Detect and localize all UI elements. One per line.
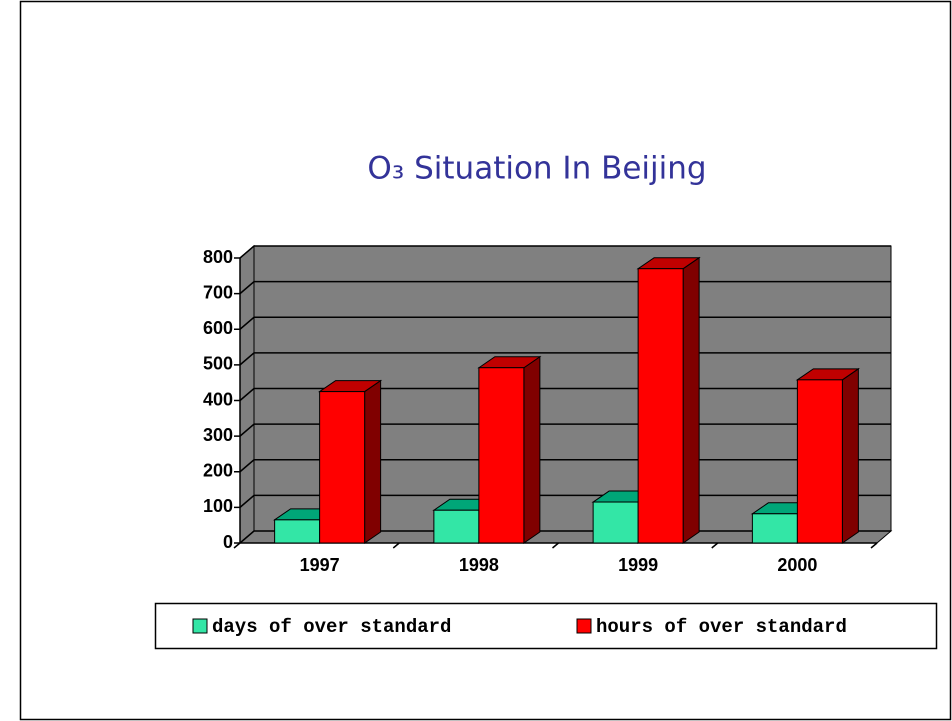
y-tick-label: 100 [203,496,233,516]
bar-side [523,355,541,544]
bar [433,509,480,544]
x-tick [392,542,400,549]
y-tick-label: 200 [203,461,233,481]
bar-side [841,367,859,544]
bar [592,501,639,544]
y-tick-label: 0 [223,532,233,552]
x-tick [870,542,878,549]
y-tick-label: 300 [203,425,233,445]
y-tick-label: 700 [203,282,233,302]
legend-swatch [192,618,208,634]
grid-line [239,245,891,259]
bar-side [364,379,382,544]
chart-title: O₃ Situation In Beijing [367,151,706,187]
x-tick [552,542,559,549]
legend-label: days of over standard [212,616,451,638]
x-tick-label: 2000 [777,555,817,575]
legend-label: hours of over standard [596,616,847,638]
bar [274,519,321,544]
bar [751,513,798,544]
bar [796,379,843,544]
bar [319,391,366,544]
x-tick-label: 1997 [300,555,340,575]
x-tick [233,542,241,549]
x-tick [711,542,719,549]
y-tick-label: 400 [203,389,233,409]
y-tick-label: 800 [203,247,233,267]
x-tick-label: 1998 [459,555,499,575]
legend-swatch [576,618,592,634]
y-tick-label: 500 [203,354,233,374]
y-tick-label: 600 [203,318,233,338]
bar-side [682,256,700,544]
bar [637,268,684,544]
x-tick-label: 1999 [618,555,658,575]
bar [478,367,525,544]
legend [154,602,938,650]
